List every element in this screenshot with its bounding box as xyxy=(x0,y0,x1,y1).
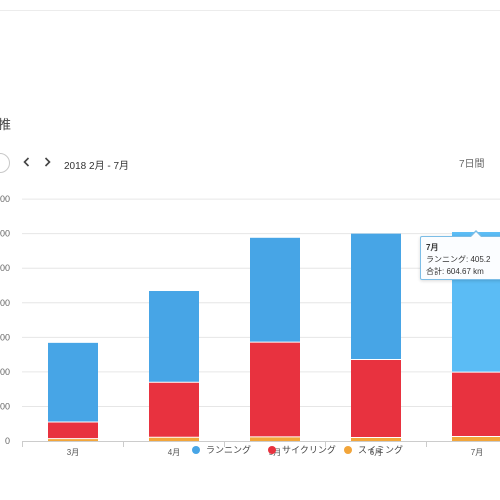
y-tick-label: 300 xyxy=(0,332,10,342)
bar-segment-cycling xyxy=(149,382,199,438)
bar-segment-cycling xyxy=(452,372,500,437)
prev-period-button[interactable] xyxy=(20,155,34,169)
bar-segment-swimming xyxy=(452,436,500,441)
bar-segment-running xyxy=(250,237,300,343)
legend-label: サイクリング xyxy=(282,445,336,455)
x-tick-label: 7月 xyxy=(471,448,483,457)
bar-segment-cycling xyxy=(351,359,401,438)
tooltip-title: 7月 xyxy=(426,243,439,252)
bar-segment-running xyxy=(351,233,401,360)
bar-segment-cycling xyxy=(250,342,300,437)
bar-segment-swimming xyxy=(149,437,199,441)
chevron-left-icon xyxy=(23,157,30,167)
tooltip-arrow-fill xyxy=(471,232,481,237)
x-tick-label: 3月 xyxy=(67,448,79,457)
legend-item[interactable]: ランニング xyxy=(192,443,251,456)
next-period-button[interactable] xyxy=(40,155,54,169)
date-range-label: 2018 2月 - 7月 xyxy=(64,161,130,172)
y-tick-label: 700 xyxy=(0,194,10,204)
chart-tooltip: 7月 ランニング: 405.2 合計: 604.67 km xyxy=(420,236,500,280)
legend-item[interactable]: スイミング xyxy=(344,443,403,456)
bar-segment-cycling xyxy=(48,421,98,439)
y-tick-label: 600 xyxy=(0,229,10,239)
legend-item[interactable]: サイクリング xyxy=(268,443,336,456)
legend-dot-icon xyxy=(344,445,352,454)
legend-label: スイミング xyxy=(358,445,404,455)
section-title: 推 xyxy=(0,117,12,132)
tooltip-total-value: 合計: 604.67 km xyxy=(426,267,484,276)
x-tick-label: 6月 xyxy=(370,448,382,457)
bar-segment-swimming xyxy=(48,438,98,441)
y-tick-label: 500 xyxy=(0,263,10,273)
bar-segment-swimming xyxy=(351,437,401,441)
legend-dot-icon xyxy=(192,445,200,454)
tooltip-running-value: ランニング: 405.2 xyxy=(426,255,491,264)
period-select[interactable]: 7日間 xyxy=(459,159,485,170)
bar-segment-running xyxy=(48,342,98,422)
top-divider xyxy=(0,10,500,11)
bar-segment-swimming xyxy=(250,436,300,441)
y-tick-label: 200 xyxy=(0,367,10,377)
y-tick-label: 400 xyxy=(0,298,10,308)
bar-segment-running xyxy=(149,291,199,383)
chart-legend: ランニング サイクリング スイミング xyxy=(0,443,500,457)
chevron-right-icon xyxy=(44,157,51,167)
legend-label: ランニング xyxy=(206,445,252,455)
y-tick-label: 100 xyxy=(0,401,10,411)
x-tick-label: 4月 xyxy=(168,448,180,457)
y-tick-label: 0 xyxy=(5,436,10,446)
legend-dot-icon xyxy=(268,445,276,454)
